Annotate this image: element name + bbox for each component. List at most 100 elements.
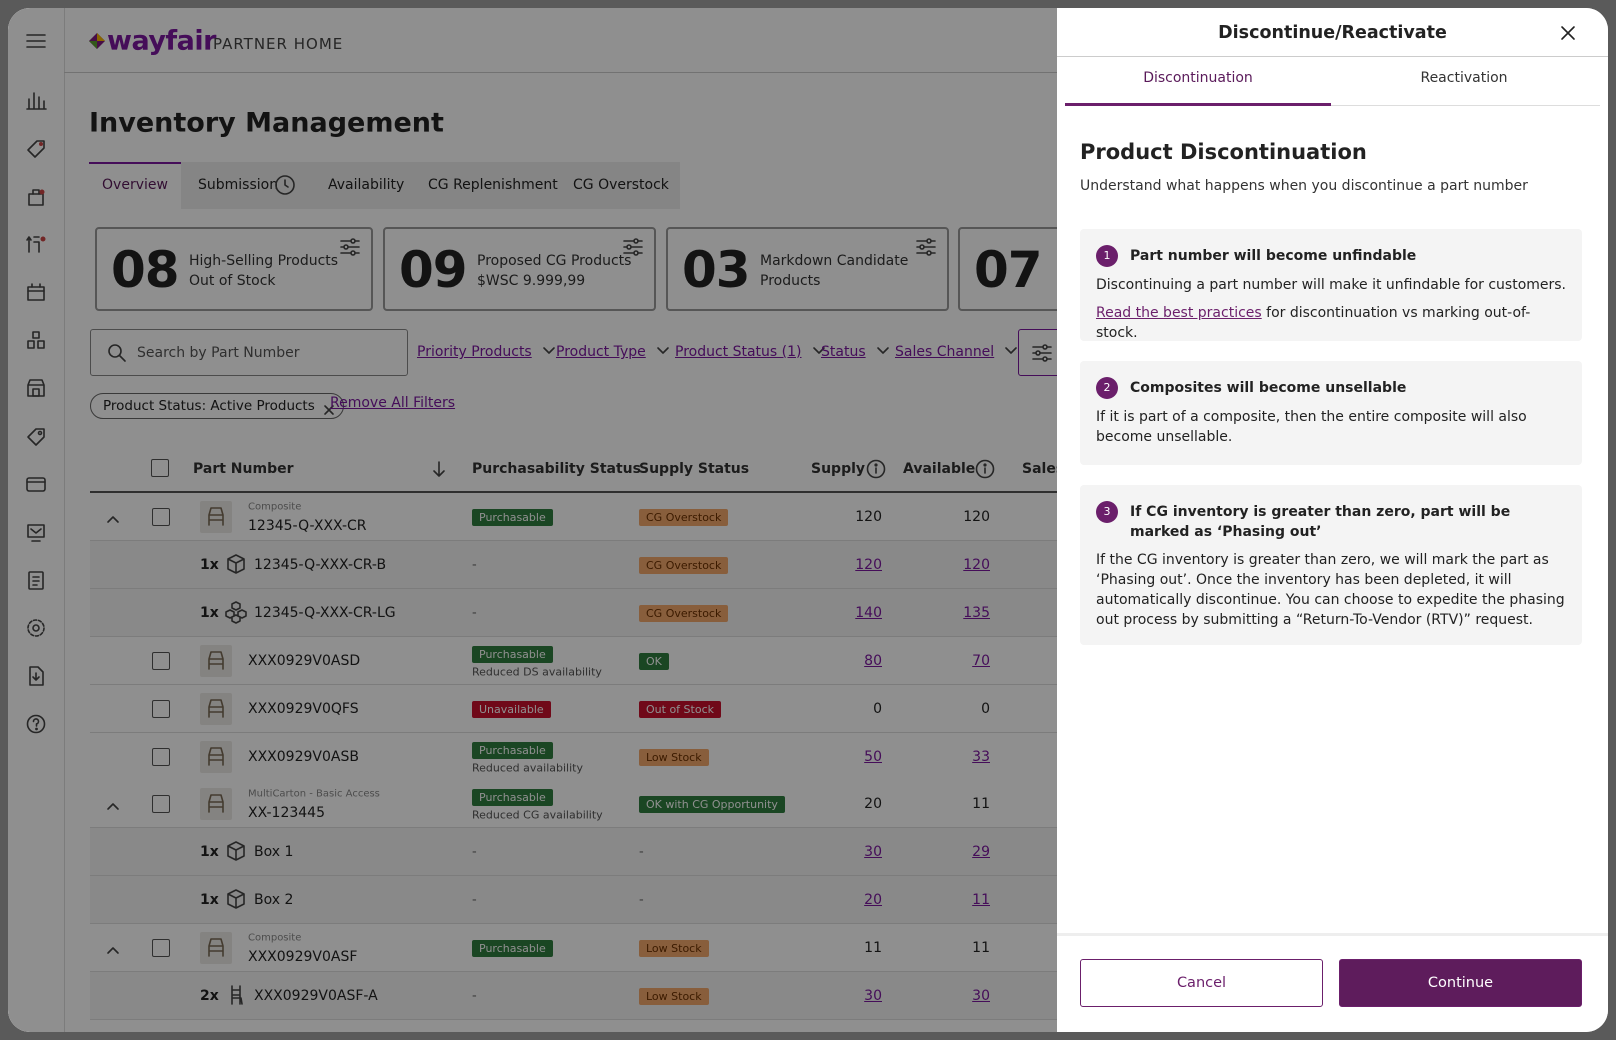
nav-icon[interactable]: [25, 138, 47, 164]
quantity-link[interactable]: 120: [963, 556, 990, 573]
quantity-link[interactable]: 33: [972, 748, 990, 765]
nav-icon[interactable]: [25, 521, 47, 547]
icon-part: [623, 238, 643, 256]
quantity-link[interactable]: 80: [864, 652, 882, 669]
cancel-button[interactable]: Cancel: [1080, 959, 1323, 1007]
status-badge: Purchasable: [472, 940, 553, 958]
icon-part: [876, 347, 889, 354]
chevron-down: [812, 344, 826, 360]
chip-label: Product Status: Active Products: [103, 398, 315, 414]
nav-icon[interactable]: [25, 473, 47, 499]
part-number: 12345-Q-XXX-CR-B: [254, 556, 387, 573]
page-title: Inventory Management: [89, 107, 444, 139]
filter-dropdown[interactable]: Product Type: [556, 344, 670, 360]
tab[interactable]: CG Replenishment: [428, 177, 558, 193]
step-card: 1 Part number will become unfindable Disco…: [1080, 229, 1582, 341]
icon-part: [89, 33, 105, 49]
nav-icon[interactable]: [25, 426, 47, 452]
icon-part: [40, 236, 46, 242]
quantity-link[interactable]: 11: [972, 892, 990, 909]
filter-dropdown[interactable]: Priority Products: [417, 344, 556, 360]
nav-icon[interactable]: [25, 90, 47, 116]
part-type: Composite: [248, 501, 302, 513]
drawer-tab[interactable]: Discontinuation: [1143, 70, 1253, 86]
nav-icon[interactable]: [25, 281, 47, 307]
summary-card: 09 Proposed CG Products $WSC 9.999,99: [383, 227, 656, 311]
tab[interactable]: CG Overstock: [573, 177, 669, 193]
menu-icon[interactable]: [25, 32, 47, 54]
empty-value: -: [472, 557, 477, 573]
card-filter-icon[interactable]: [339, 237, 361, 261]
component-icon: [225, 840, 247, 868]
nav-icon[interactable]: [25, 665, 47, 691]
expand-toggle[interactable]: [106, 797, 120, 816]
quantity-value: 0: [873, 700, 882, 717]
continue-button[interactable]: Continue: [1339, 959, 1582, 1007]
filter-icon: [1031, 343, 1053, 367]
filter-dropdown[interactable]: Product Status (1): [675, 344, 826, 360]
step-card: 2 Composites will become unsellable If it …: [1080, 361, 1582, 465]
checkbox[interactable]: [152, 508, 170, 526]
tab[interactable]: Submission: [198, 177, 279, 193]
icon-part: [975, 459, 995, 479]
nav-icon[interactable]: [25, 377, 47, 403]
checkbox[interactable]: [152, 795, 170, 814]
quantity-link[interactable]: 120: [855, 556, 882, 573]
checkbox[interactable]: [152, 699, 170, 718]
card-label: $WSC 9.999,99: [477, 273, 586, 289]
icon-part: [208, 746, 224, 766]
chevron-down: [656, 344, 670, 360]
icon-part: [108, 344, 122, 358]
quantity-link[interactable]: 29: [972, 844, 990, 861]
search-box[interactable]: Search by Part Number: [90, 329, 408, 376]
nav-icon[interactable]: [25, 186, 47, 212]
card-filter-icon[interactable]: [622, 237, 644, 261]
tab[interactable]: Availability: [328, 177, 405, 193]
quantity-link[interactable]: 30: [864, 988, 882, 1004]
tab[interactable]: Overview: [89, 162, 181, 209]
summary-card: 08 High-Selling Products Out of Stock: [95, 227, 373, 311]
icon-part: [208, 938, 224, 957]
info-icon[interactable]: [866, 459, 886, 483]
checkbox[interactable]: [152, 747, 170, 766]
quantity-link[interactable]: 30: [972, 988, 990, 1004]
checkbox[interactable]: [152, 651, 170, 670]
quantity-link[interactable]: 50: [864, 748, 882, 765]
nav-icon[interactable]: [25, 713, 47, 739]
quantity-link[interactable]: 70: [972, 652, 990, 669]
card-filter-icon[interactable]: [915, 237, 937, 261]
icon-part: [874, 463, 878, 467]
expand-toggle[interactable]: [106, 510, 120, 529]
nav-icon[interactable]: [25, 329, 47, 355]
checkbox[interactable]: [151, 459, 169, 477]
quantity-link[interactable]: 20: [864, 892, 882, 909]
nav-icon[interactable]: [25, 569, 47, 595]
chip-close[interactable]: [323, 400, 335, 424]
nav-icon[interactable]: [25, 233, 47, 259]
best-practices-link[interactable]: Read the best practices: [1096, 305, 1262, 321]
filter-chip[interactable]: Product Status: Active Products: [90, 393, 344, 419]
quantity-link[interactable]: 135: [963, 604, 990, 621]
icon-part: [433, 461, 445, 477]
icon-part: [350, 238, 356, 244]
overlay[interactable]: [8, 8, 1057, 1032]
filter-dropdown[interactable]: Sales Channel: [895, 344, 1018, 360]
filter-dropdown[interactable]: Status: [821, 344, 890, 360]
quantity-value: 11: [972, 940, 990, 957]
drawer-tab[interactable]: Reactivation: [1420, 70, 1508, 86]
nav-icon[interactable]: [25, 617, 47, 643]
sidebar: [8, 8, 65, 1032]
info-icon[interactable]: [975, 459, 995, 483]
quantity-link[interactable]: 30: [864, 844, 882, 861]
column-header: Purchasability Status: [472, 461, 641, 477]
checkbox[interactable]: [152, 939, 170, 958]
sort-icon[interactable]: [431, 460, 447, 482]
remove-filters-link[interactable]: Remove All Filters: [330, 395, 456, 411]
part-number: XXX0929V0ASD: [248, 652, 361, 669]
expand-toggle[interactable]: [106, 941, 120, 960]
logo-subtitle: PARTNER HOME: [213, 35, 344, 53]
product-thumbnail: [200, 644, 232, 677]
icon-part: [32, 672, 40, 681]
quantity-link[interactable]: 140: [855, 604, 882, 621]
close-button[interactable]: [1560, 25, 1576, 45]
